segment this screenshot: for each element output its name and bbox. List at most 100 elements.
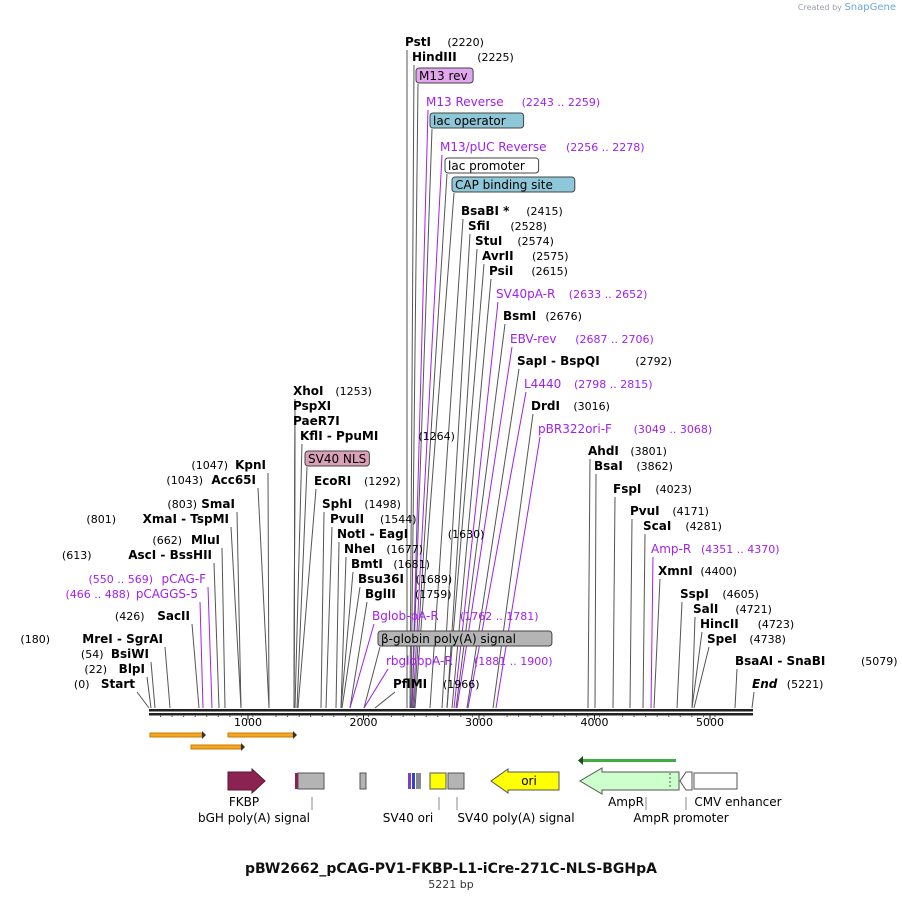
label-sali[interactable]: SalI (4721) bbox=[693, 602, 772, 616]
pos-mrei-sgrai: (180) bbox=[20, 633, 50, 646]
label-psii[interactable]: PsiI (2615) bbox=[489, 264, 568, 278]
label-bsaai-snabi[interactable]: BsaAI - SnaBI (5079) bbox=[735, 654, 898, 668]
label-bsabi[interactable]: BsaBI * (2415) bbox=[461, 204, 563, 218]
pos-xmai-tspmi: (801) bbox=[86, 513, 116, 526]
name-asci-bsshii: AscI - BssHII bbox=[128, 548, 212, 562]
label-hincii[interactable]: HincII (4723) bbox=[700, 617, 794, 631]
label-lac-promoter[interactable]: lac promoter bbox=[444, 157, 540, 174]
pos-bsmi: (2676) bbox=[545, 310, 582, 323]
label-paer7i[interactable]: PaeR7I bbox=[293, 414, 340, 428]
plasmid-title: pBW2662_pCAG-PV1-FKBP-L1-iCre-271C-NLS-B… bbox=[245, 861, 657, 877]
label-pbr322ori-f[interactable]: pBR322ori-F (3049 .. 3068) bbox=[538, 422, 712, 436]
ruler: 1000 2000 3000 4000 5000 bbox=[160, 715, 724, 729]
name-nhei: NheI bbox=[344, 542, 375, 556]
label-ebv-rev[interactable]: EBV-rev (2687 .. 2706) bbox=[510, 332, 654, 346]
pos-spei: (4738) bbox=[749, 633, 786, 646]
name-bglii: BglII bbox=[365, 587, 396, 601]
label-noti-eagi[interactable]: NotI - EagI (1630) bbox=[337, 527, 484, 541]
pos-smai: (803) bbox=[167, 498, 197, 511]
label-sv40pa-r[interactable]: SV40pA-R (2633 .. 2652) bbox=[496, 287, 647, 301]
label-spei[interactable]: SpeI (4738) bbox=[707, 632, 786, 646]
label-start[interactable]: Start (0) bbox=[74, 677, 135, 691]
label-hindiii[interactable]: HindIII (2225) bbox=[412, 50, 514, 64]
name-end: End bbox=[752, 677, 778, 691]
name-bsu36i: Bsu36I bbox=[358, 572, 404, 586]
label-pcaggs-5[interactable]: pCAGGS-5 (466 .. 488) bbox=[65, 587, 198, 601]
label-avrii[interactable]: AvrII (2575) bbox=[482, 249, 569, 263]
pos-bsai: (3862) bbox=[636, 460, 673, 473]
label-m13-reverse[interactable]: M13 Reverse (2243 .. 2259) bbox=[426, 95, 600, 109]
label-cap-binding-site[interactable]: CAP binding site bbox=[451, 176, 576, 193]
label-acc65i[interactable]: Acc65I (1043) bbox=[166, 473, 256, 487]
label-kpni[interactable]: KpnI (1047) bbox=[191, 458, 266, 472]
label-pvui[interactable]: PvuI (4171) bbox=[630, 504, 709, 518]
pos-amp-r: (4351 .. 4370) bbox=[701, 543, 780, 556]
name-bsmi: BsmI bbox=[503, 309, 536, 323]
label-bsmi[interactable]: BsmI (2676) bbox=[503, 309, 582, 323]
features-track bbox=[227, 767, 738, 810]
label-sphi[interactable]: SphI (1498) bbox=[322, 497, 401, 511]
fkbp-arrow bbox=[227, 767, 266, 795]
label-stui[interactable]: StuI (2574) bbox=[475, 234, 554, 248]
label-blpi[interactable]: BlpI (22) bbox=[84, 662, 145, 676]
label-amp-r[interactable]: Amp-R (4351 .. 4370) bbox=[651, 542, 780, 556]
label-mlui[interactable]: MluI (662) bbox=[152, 533, 220, 547]
label-ahdi[interactable]: AhdI (3801) bbox=[588, 444, 667, 458]
label-lac-operator[interactable]: lac operator bbox=[429, 112, 525, 129]
label-bglob-pa-r[interactable]: Bglob-pA-R (1762 .. 1781) bbox=[372, 609, 539, 623]
name-sv40pa-r: SV40pA-R bbox=[496, 287, 555, 301]
label-mrei-sgrai[interactable]: MreI - SgrAI (180) bbox=[20, 632, 163, 646]
label-end[interactable]: End (5221) bbox=[752, 677, 823, 691]
label-pflmi[interactable]: PflMI (1966) bbox=[393, 677, 480, 691]
leader-noti-eagi bbox=[335, 541, 340, 709]
leader-nhei bbox=[340, 556, 347, 709]
label-bsiwi[interactable]: BsiWI (54) bbox=[81, 647, 149, 661]
label-l4440[interactable]: L4440 (2798 .. 2815) bbox=[524, 377, 653, 391]
label-fspi[interactable]: FspI (4023) bbox=[613, 482, 692, 496]
label-kfli-ppumi[interactable]: KflI - PpuMI (1264) bbox=[300, 429, 455, 443]
label-sfii[interactable]: SfiI (2528) bbox=[468, 219, 547, 233]
name-pcag-f: pCAG-F bbox=[161, 572, 206, 586]
label-xmni[interactable]: XmnI (4400) bbox=[658, 564, 737, 578]
label-sacii[interactable]: SacII (426) bbox=[115, 609, 190, 623]
label-sspi[interactable]: SspI (4605) bbox=[680, 587, 759, 601]
label-bsai[interactable]: BsaI (3862) bbox=[594, 459, 673, 473]
label-sv40-nls[interactable]: SV40 NLS bbox=[304, 450, 370, 467]
label-psti[interactable]: PstI (2220) bbox=[405, 35, 484, 49]
label-scai[interactable]: ScaI (4281) bbox=[643, 519, 722, 533]
pos-sfii: (2528) bbox=[510, 220, 547, 233]
label-xmai-tspmi[interactable]: XmaI - TspMI (801) bbox=[86, 512, 229, 526]
name-xmni: XmnI bbox=[658, 564, 693, 578]
label-xhoi[interactable]: XhoI (1253) bbox=[293, 384, 372, 398]
leader-pflmi bbox=[374, 691, 396, 709]
label-pvuii[interactable]: PvuII (1544) bbox=[330, 512, 417, 526]
leader-kfli-ppumi bbox=[294, 443, 303, 709]
label-pcag-f[interactable]: pCAG-F (550 .. 569) bbox=[88, 572, 206, 586]
feature-label-ampr-promoter: AmpR promoter bbox=[633, 811, 728, 825]
name-avrii: AvrII bbox=[482, 249, 514, 263]
leader-end bbox=[751, 691, 755, 709]
label-bmti[interactable]: BmtI (1681) bbox=[351, 557, 430, 571]
label-rbglobpa-r[interactable]: rbglobpA-R (1881 .. 1900) bbox=[386, 654, 553, 668]
label-smai[interactable]: SmaI (803) bbox=[167, 497, 235, 511]
label-drdi[interactable]: DrdI (3016) bbox=[531, 399, 610, 413]
label-ecori[interactable]: EcoRI (1292) bbox=[314, 474, 401, 488]
label-asci-bsshii[interactable]: AscI - BssHII (613) bbox=[62, 548, 212, 562]
label-bsu36i[interactable]: Bsu36I (1689) bbox=[358, 572, 452, 586]
pos-pvuii: (1544) bbox=[380, 513, 417, 526]
label-sapi-bspqi[interactable]: SapI - BspQI (2792) bbox=[517, 354, 672, 368]
leader-kpni bbox=[267, 472, 270, 709]
ruler-label-2000: 2000 bbox=[350, 716, 378, 729]
label-m13-rev[interactable]: M13 rev bbox=[415, 67, 474, 84]
label-nhei[interactable]: NheI (1677) bbox=[344, 542, 423, 556]
name-rbglobpa-r: rbglobpA-R bbox=[386, 654, 453, 668]
label-globin-poly-a-signal[interactable]: β-globin poly(A) signal bbox=[377, 630, 553, 647]
label-m13-puc-reverse[interactable]: M13/pUC Reverse (2256 .. 2278) bbox=[440, 140, 645, 154]
ruler-label-1000: 1000 bbox=[234, 716, 262, 729]
label-pspxi[interactable]: PspXI bbox=[293, 399, 331, 413]
name-paer7i: PaeR7I bbox=[293, 414, 340, 428]
box-cap-binding-site bbox=[451, 176, 576, 193]
pos-fspi: (4023) bbox=[655, 483, 692, 496]
label-bglii[interactable]: BglII (1759) bbox=[365, 587, 452, 601]
leader-sali bbox=[691, 616, 696, 709]
